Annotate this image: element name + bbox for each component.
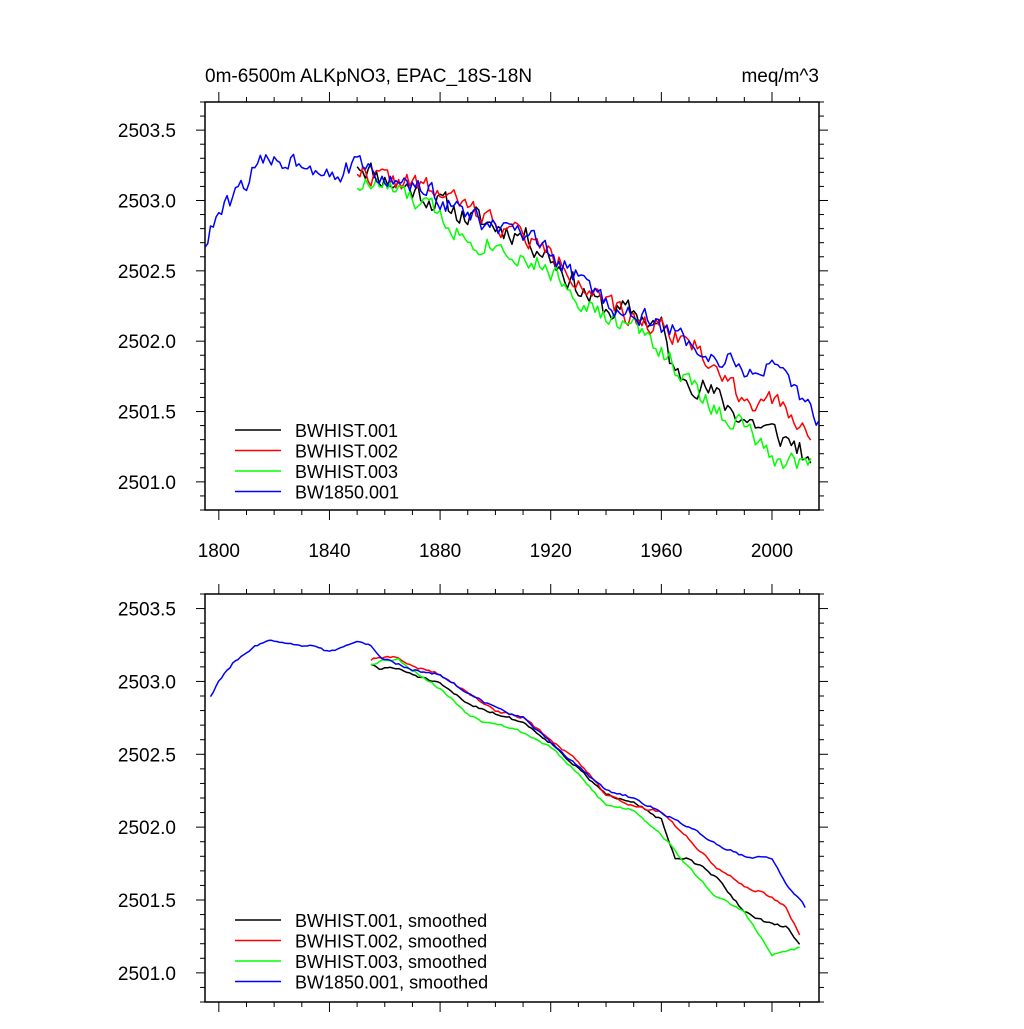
top-title-left: 0m-6500m ALKpNO3, EPAC_18S-18N [205, 66, 532, 87]
series-line-1 [370, 663, 801, 945]
y-tick-label: 2503.5 [118, 121, 176, 142]
top-series-lines [204, 153, 820, 470]
legend-label-2: BWHIST.002, smoothed [295, 932, 487, 952]
top-panel: 0m-6500m ALKpNO3, EPAC_18S-18N meq/m^3 2… [118, 66, 828, 562]
legend-label-1: BWHIST.001, smoothed [295, 911, 487, 931]
x-tick-label: 1920 [530, 541, 572, 562]
x-tick-label: 1800 [198, 541, 240, 562]
y-tick-label: 2501.5 [118, 403, 176, 424]
x-tick-label: 1880 [419, 541, 461, 562]
series-line-2 [370, 655, 801, 936]
y-tick-label: 2502.0 [118, 332, 176, 353]
y-tick-label: 2501.0 [118, 473, 176, 494]
y-tick-label: 2501.0 [118, 964, 176, 985]
legend-label-1: BWHIST.001 [295, 421, 398, 441]
legend-label-4: BW1850.001, smoothed [295, 973, 488, 993]
top-plot-frame [204, 101, 820, 511]
top-axis-ticks: 2501.0 2501.5 2502.0 2502.5 2503.0 2503.5 1800… [118, 92, 828, 562]
series-line-3 [370, 657, 800, 957]
series-line-1 [356, 162, 812, 464]
bottom-axis-ticks: 2501.0 2501.5 2502.0 2502.5 2503.0 2503.5 [118, 584, 828, 1012]
series-line-4 [209, 639, 806, 908]
y-tick-label: 2503.0 [118, 672, 176, 693]
y-tick-label: 2502.0 [118, 818, 176, 839]
legend-label-2: BWHIST.002 [295, 442, 398, 462]
series-line-3 [356, 178, 812, 470]
series-line-2 [356, 166, 812, 441]
series-line-4 [204, 153, 820, 426]
top-title-right: meq/m^3 [741, 66, 819, 87]
legend-label-3: BWHIST.003, smoothed [295, 952, 487, 972]
x-tick-label: 2000 [751, 541, 793, 562]
x-tick-label: 1840 [308, 541, 350, 562]
y-tick-label: 2502.5 [118, 262, 176, 283]
bottom-panel: 2501.0 2501.5 2502.0 2502.5 2503.0 2503.5 BWH… [118, 584, 828, 1012]
x-tick-label: 1960 [640, 541, 682, 562]
legend-label-4: BW1850.001 [295, 483, 399, 503]
bottom-series-lines [209, 639, 806, 957]
y-tick-label: 2503.5 [118, 600, 176, 621]
legend-label-3: BWHIST.003 [295, 462, 398, 482]
y-tick-label: 2502.5 [118, 745, 176, 766]
y-tick-label: 2501.5 [118, 891, 176, 912]
y-tick-label: 2503.0 [118, 191, 176, 212]
